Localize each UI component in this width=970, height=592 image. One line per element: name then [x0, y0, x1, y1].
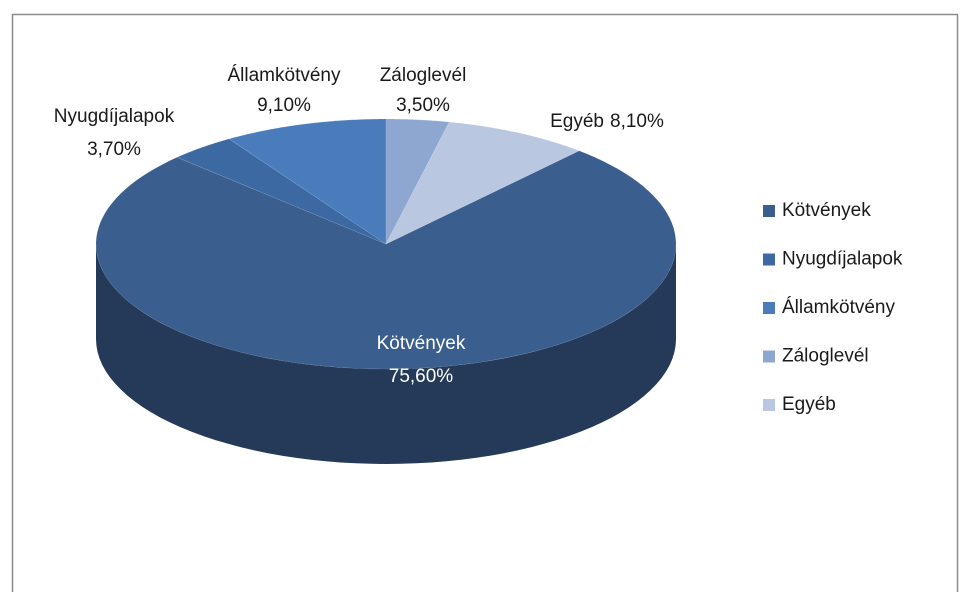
pie-slice: [385, 121, 580, 245]
legend-swatch: [763, 253, 775, 266]
pie-slice: [385, 118, 450, 245]
data-label-category: Államkötvény: [228, 65, 341, 86]
legend-label: Egyéb: [782, 394, 836, 415]
pie-slice: [95, 150, 677, 370]
data-label-category: Kötvények: [377, 333, 466, 354]
legend-label: Záloglevél: [782, 346, 869, 367]
legend-swatch: [763, 399, 775, 411]
chart-frame: [11, 13, 959, 592]
legend-label: Kötvények: [782, 200, 871, 221]
legend-swatch: [763, 205, 775, 217]
data-label-value: 3,70%: [87, 139, 141, 160]
pie: [95, 118, 677, 464]
data-label-category: Záloglevél: [380, 65, 467, 86]
data-label-value: 75,60%: [389, 366, 454, 387]
legend-label: Nyugdíjalapok: [782, 249, 903, 270]
data-label-category: Egyéb: [550, 111, 604, 132]
legend-swatch: [763, 350, 775, 363]
data-labels: Kötvények 75,60% Nyugdíjalapok 3,70% Államkö…: [54, 65, 664, 387]
data-label-value: 3,50%: [396, 95, 450, 116]
legend: Kötvények Nyugdíjalapok Államkötvény Zálogl…: [763, 200, 903, 415]
legend-swatch: [763, 302, 775, 314]
legend-label: Államkötvény: [782, 297, 895, 318]
pie-slice-side: [96, 244, 676, 464]
data-label-category: Nyugdíjalapok: [54, 106, 175, 127]
data-label-value: 9,10%: [257, 95, 311, 116]
pie-slice: [228, 118, 387, 245]
pie-slice: [176, 138, 387, 245]
data-label-value: 8,10%: [610, 111, 664, 132]
